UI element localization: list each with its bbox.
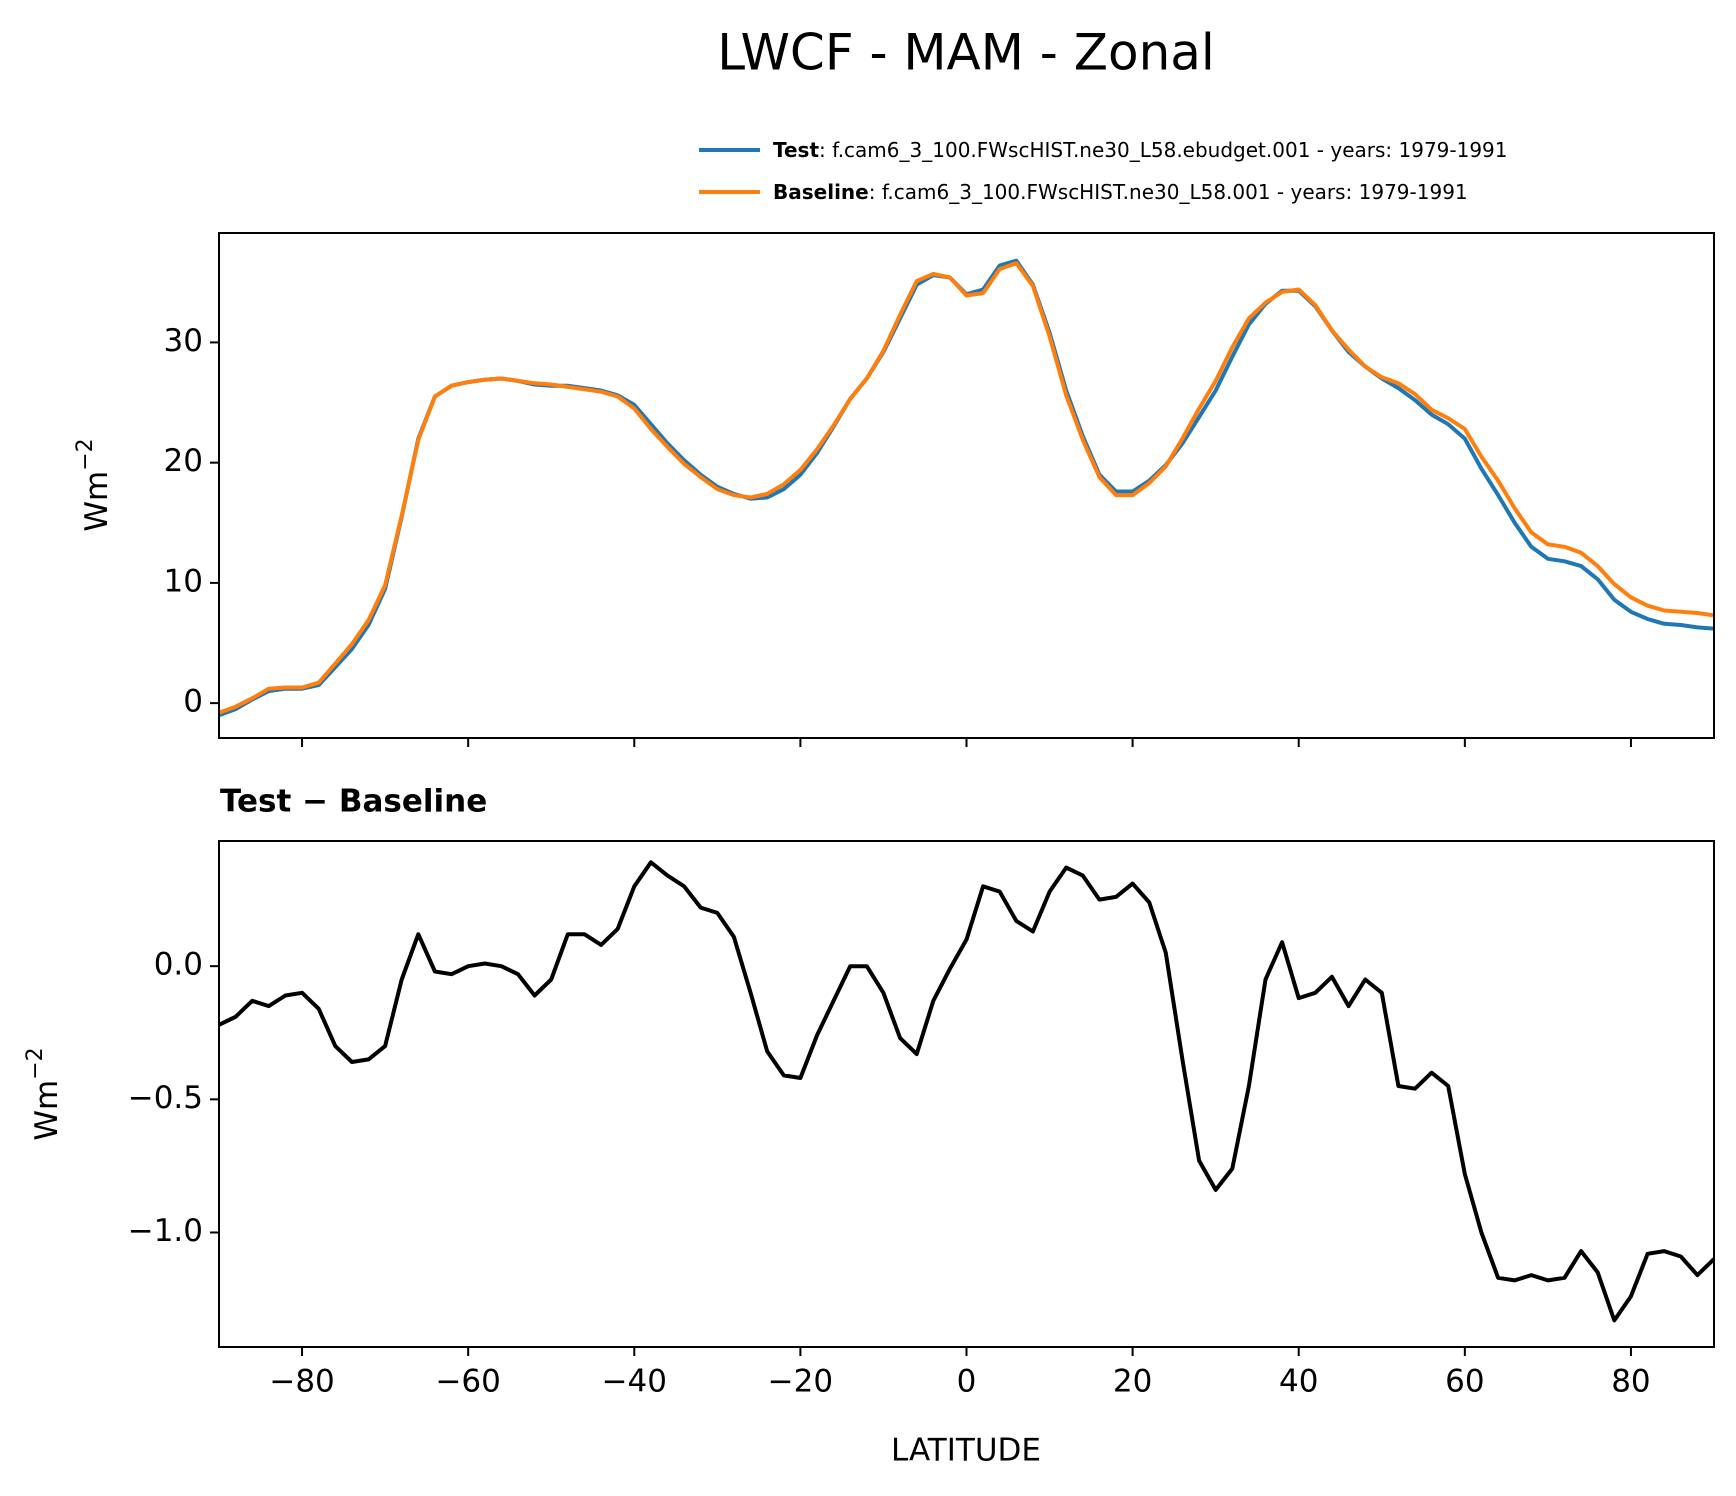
y-tick-label: 10	[164, 563, 203, 599]
y-tick-label: 0	[183, 684, 203, 720]
y-tick-label: 0.0	[154, 947, 203, 983]
legend-name: Test	[773, 138, 819, 162]
x-tick-label: 20	[1113, 1364, 1152, 1400]
x-tick-label: 80	[1611, 1364, 1650, 1400]
y-label-text: Wm	[79, 471, 115, 532]
data-line	[219, 860, 1714, 1323]
data-line	[219, 258, 1714, 718]
y-axis-label: Wm−2	[73, 438, 115, 531]
legend-entry: Test: f.cam6_3_100.FWscHIST.ne30_L58.ebu…	[773, 138, 1508, 162]
y-axis-label: Wm−2	[23, 1047, 65, 1140]
y-tick-label: −1.0	[128, 1213, 203, 1249]
legend-name: Baseline	[773, 180, 869, 204]
figure-title: LWCF - MAM - Zonal	[717, 24, 1215, 82]
plot-frame	[218, 840, 1715, 1348]
panel-title: Test − Baseline	[220, 784, 487, 820]
y-label-exponent: −2	[73, 438, 98, 470]
y-tick-label: 20	[164, 443, 203, 479]
x-tick-label: 0	[957, 1364, 977, 1400]
x-tick-label: 40	[1279, 1364, 1318, 1400]
x-tick-label: 60	[1445, 1364, 1484, 1400]
y-label-exponent: −2	[23, 1047, 48, 1079]
data-line	[219, 261, 1714, 715]
x-axis-label: LATITUDE	[891, 1433, 1041, 1469]
legend: Test: f.cam6_3_100.FWscHIST.ne30_L58.ebu…	[699, 138, 1508, 204]
x-tick-label: −40	[602, 1364, 667, 1400]
y-label-text: Wm	[29, 1080, 65, 1141]
x-tick-label: −20	[768, 1364, 833, 1400]
y-tick-label: −0.5	[128, 1080, 203, 1116]
y-tick-label: 30	[164, 323, 203, 359]
legend-text: : f.cam6_3_100.FWscHIST.ne30_L58.ebudget…	[819, 138, 1508, 162]
legend-text: : f.cam6_3_100.FWscHIST.ne30_L58.001 - y…	[869, 180, 1468, 204]
x-tick-label: −80	[269, 1364, 334, 1400]
plot-frame	[218, 232, 1715, 739]
legend-entry: Baseline: f.cam6_3_100.FWscHIST.ne30_L58…	[773, 180, 1468, 204]
x-tick-label: −60	[435, 1364, 500, 1400]
